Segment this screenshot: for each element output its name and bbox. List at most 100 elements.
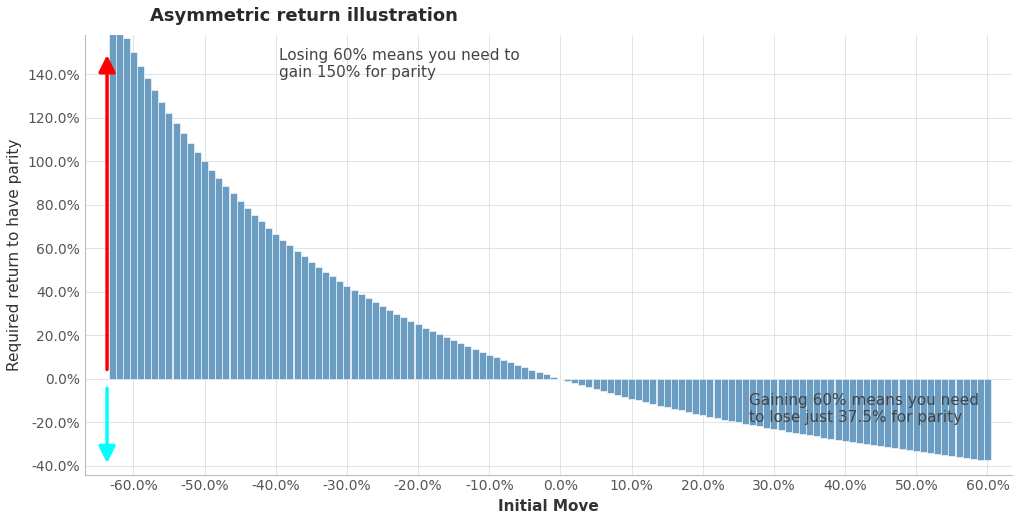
Bar	[222, 186, 229, 379]
Bar	[941, 379, 948, 455]
Bar	[422, 328, 429, 379]
Bar	[977, 379, 984, 460]
Bar	[315, 267, 322, 379]
Text: Losing 60% means you need to
gain 150% for parity: Losing 60% means you need to gain 150% f…	[280, 48, 520, 80]
Bar	[600, 379, 606, 391]
Bar	[465, 346, 471, 379]
Bar	[130, 52, 137, 379]
Bar	[251, 215, 258, 379]
Bar	[892, 379, 898, 449]
Bar	[137, 66, 144, 379]
Bar	[920, 379, 927, 452]
Bar	[379, 306, 386, 379]
Bar	[770, 379, 777, 429]
Bar	[721, 379, 728, 419]
Y-axis label: Required return to have parity: Required return to have parity	[7, 139, 22, 371]
Bar	[963, 379, 970, 458]
Bar	[750, 379, 756, 425]
Bar	[443, 338, 450, 379]
Bar	[215, 178, 222, 379]
X-axis label: Initial Move: Initial Move	[499, 499, 599, 514]
Bar	[323, 271, 329, 379]
Text: Gaining 60% means you need
to lose just 37.5% for parity: Gaining 60% means you need to lose just …	[749, 393, 979, 425]
Bar	[656, 379, 664, 405]
Bar	[678, 379, 685, 411]
Bar	[550, 377, 557, 379]
Bar	[784, 379, 792, 431]
Text: Asymmetric return illustration: Asymmetric return illustration	[150, 7, 458, 25]
Bar	[329, 276, 336, 379]
Bar	[863, 379, 870, 444]
Bar	[912, 379, 920, 451]
Bar	[408, 321, 415, 379]
Bar	[415, 325, 422, 379]
Bar	[899, 379, 905, 450]
Bar	[400, 317, 408, 379]
Bar	[806, 379, 813, 435]
Bar	[386, 310, 393, 379]
Bar	[664, 379, 671, 407]
Bar	[835, 379, 842, 440]
Bar	[244, 208, 251, 379]
Bar	[614, 379, 621, 395]
Bar	[571, 379, 579, 383]
Bar	[856, 379, 863, 443]
Bar	[849, 379, 856, 442]
Bar	[343, 286, 350, 379]
Bar	[372, 302, 379, 379]
Bar	[564, 379, 571, 381]
Bar	[635, 379, 642, 401]
Bar	[294, 251, 301, 379]
Bar	[507, 363, 514, 379]
Bar	[308, 262, 314, 379]
Bar	[429, 331, 436, 379]
Bar	[536, 372, 543, 379]
Bar	[757, 379, 763, 427]
Bar	[458, 343, 464, 379]
Bar	[777, 379, 784, 430]
Bar	[166, 113, 172, 379]
Bar	[357, 294, 365, 379]
Bar	[451, 340, 457, 379]
Bar	[500, 360, 507, 379]
Bar	[593, 379, 599, 389]
Bar	[934, 379, 941, 454]
Bar	[144, 78, 152, 379]
Bar	[272, 234, 280, 379]
Bar	[301, 256, 307, 379]
Bar	[280, 240, 287, 379]
Bar	[642, 379, 649, 402]
Bar	[123, 39, 130, 379]
Bar	[258, 221, 265, 379]
Bar	[649, 379, 656, 404]
Bar	[350, 290, 357, 379]
Bar	[109, 8, 116, 379]
Bar	[521, 367, 528, 379]
Bar	[685, 379, 692, 412]
Bar	[714, 379, 721, 418]
Bar	[579, 379, 586, 385]
Bar	[159, 102, 165, 379]
Bar	[493, 357, 500, 379]
Bar	[229, 193, 237, 379]
Bar	[586, 379, 593, 387]
Bar	[820, 379, 827, 438]
Bar	[878, 379, 884, 446]
Bar	[699, 379, 707, 415]
Bar	[707, 379, 714, 417]
Bar	[514, 365, 521, 379]
Bar	[792, 379, 799, 433]
Bar	[742, 379, 749, 424]
Bar	[201, 161, 208, 379]
Bar	[885, 379, 891, 448]
Bar	[393, 314, 400, 379]
Bar	[799, 379, 806, 434]
Bar	[116, 23, 123, 379]
Bar	[728, 379, 735, 421]
Bar	[173, 123, 179, 379]
Bar	[628, 379, 635, 399]
Bar	[842, 379, 849, 441]
Bar	[955, 379, 963, 457]
Bar	[485, 355, 493, 379]
Bar	[927, 379, 934, 453]
